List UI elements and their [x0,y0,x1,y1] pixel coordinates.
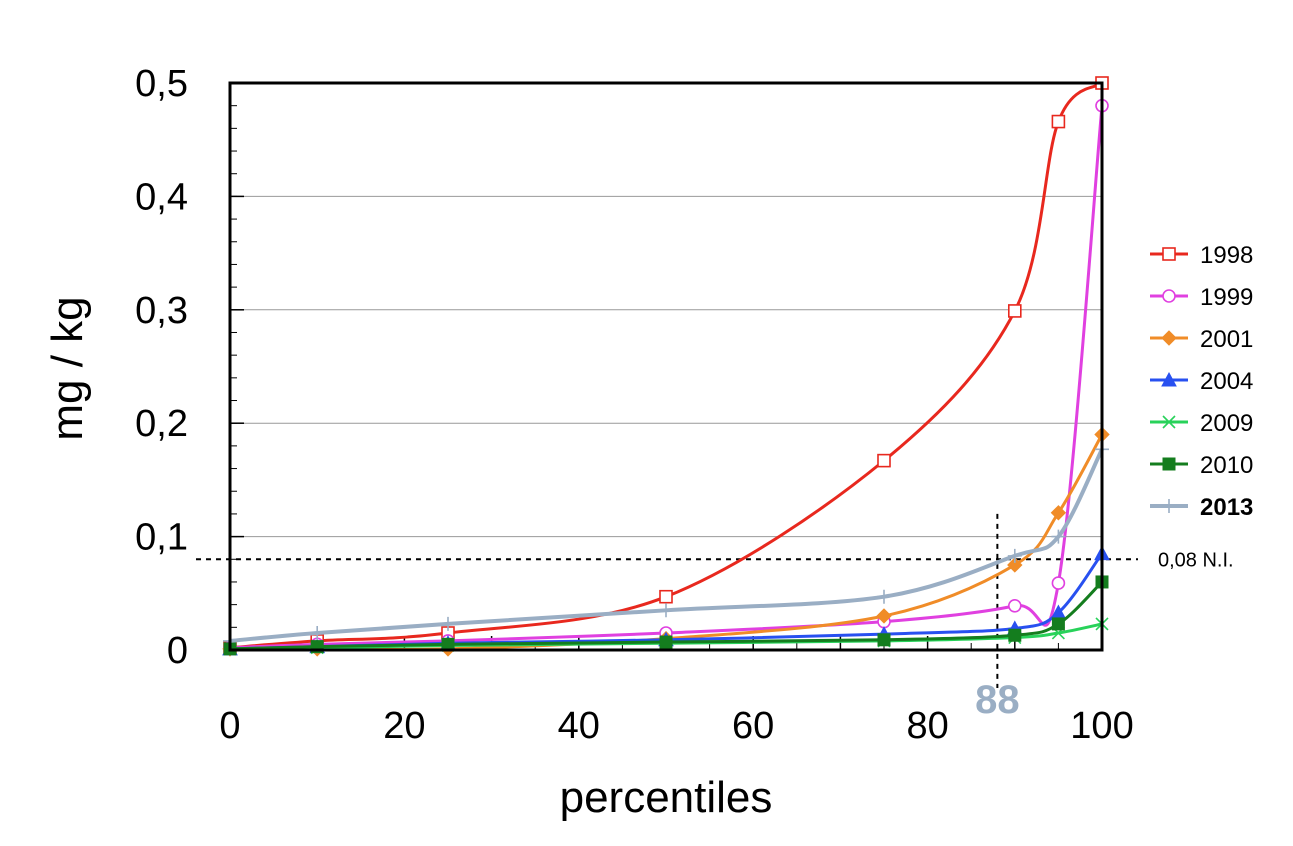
legend-item-2004: 2004 [1150,368,1253,395]
data-point [1051,114,1066,129]
data-point [1007,304,1022,318]
series-line [229,448,1104,643]
data-point [876,608,892,624]
series-2013 [223,442,1109,648]
data-point [1008,628,1022,642]
y-tick-label: 0 [167,630,188,672]
data-point [1161,330,1177,346]
legend-label: 2010 [1200,452,1253,479]
legend-item-2001: 2001 [1150,326,1253,353]
y-axis-title: mg / kg [43,296,92,440]
legend-item-1999: 1999 [1150,284,1253,311]
annotations [196,513,1138,688]
legend-label: 1999 [1200,284,1253,311]
y-tick-label: 0,4 [135,176,188,218]
y-axis-ticks [230,82,244,651]
series-line [230,433,1104,652]
series-1998 [223,76,1109,655]
data-point [1162,247,1176,261]
data-point [441,616,455,631]
y-tick-labels: 0 0,1 0,2 0,3 0,4 0,5 [135,63,188,672]
series-2010 [223,575,1109,656]
series-lines [222,76,1110,657]
legend-label: 2009 [1200,410,1253,437]
data-point [659,589,673,604]
y-tick-label: 0,3 [135,290,188,332]
data-point [1007,548,1022,563]
legend-item-2009: 2009 [1150,410,1253,437]
x-tick-label: 80 [906,705,948,747]
series-line [229,81,1103,650]
data-point [1162,499,1176,513]
y-tick-label: 0,1 [135,517,188,559]
data-point [877,633,891,647]
legend-label: 1998 [1200,242,1253,269]
legend: 1998 1999 2001 2004 2009 2010 2013 [1150,242,1253,521]
legend-label: 2001 [1200,326,1253,353]
data-point [877,453,891,468]
series-2001 [222,426,1110,657]
plot-frame [228,81,1104,652]
y-tick-label: 0,5 [135,63,188,105]
data-point [1162,415,1176,429]
legend-item-2010: 2010 [1150,452,1253,479]
data-point [1051,617,1065,631]
x-tick-label: 100 [1070,705,1133,747]
data-point [659,603,673,618]
legend-item-1998: 1998 [1150,242,1253,269]
data-point [659,635,673,649]
data-point [1162,289,1176,303]
x-tick-label: 60 [732,705,774,747]
x-tick-label: 40 [558,705,600,747]
x-tick-label: 20 [383,705,425,747]
marker-label: 88 [975,678,1020,722]
data-point [1007,557,1023,573]
legend-label: 2013 [1200,494,1253,521]
data-point [1051,529,1066,544]
grid-lines [230,195,1102,538]
data-point [1051,576,1066,590]
data-point [1007,598,1022,613]
series-line [229,580,1104,651]
data-point [1050,505,1067,521]
series-line [229,105,1104,650]
x-axis-title: percentiles [560,773,773,822]
data-point [1161,371,1177,387]
data-point [1162,457,1176,471]
y-tick-label: 0,2 [135,403,188,445]
data-point [310,625,325,640]
data-point [877,589,891,604]
threshold-label: 0,08 N.I. [1158,549,1234,571]
legend-item-2013: 2013 [1150,494,1253,521]
x-tick-labels: 0 20 40 60 80 100 [219,705,1133,747]
x-tick-label: 0 [219,705,240,747]
legend-label: 2004 [1200,368,1253,395]
